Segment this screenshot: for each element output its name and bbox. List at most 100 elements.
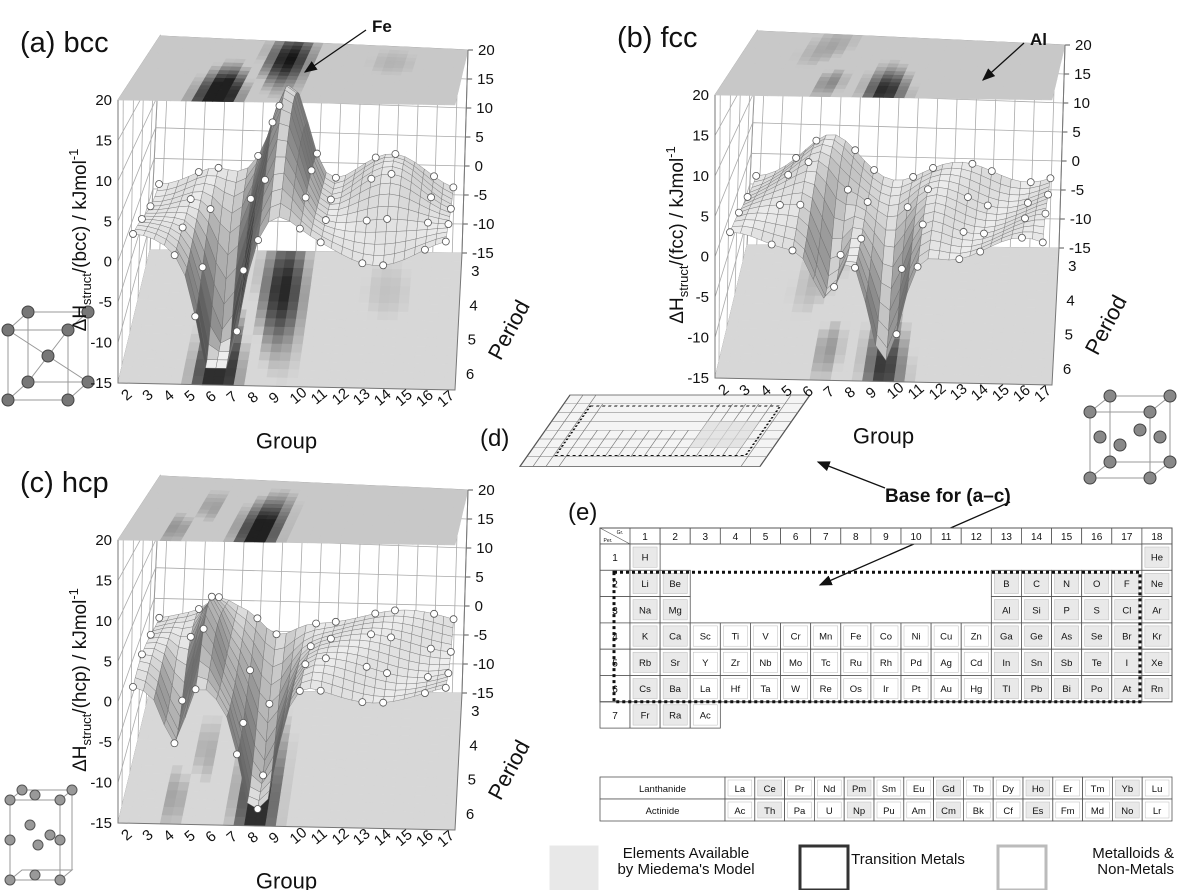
z-tick-label: -15	[90, 375, 112, 392]
floor-map	[970, 349, 981, 358]
floor-map	[905, 374, 917, 383]
floor-map	[406, 338, 417, 347]
floor-map	[358, 743, 369, 752]
group-tick-label: 17	[1031, 382, 1055, 406]
top-map	[956, 70, 968, 74]
floor-map	[822, 305, 834, 314]
element-symbol: Al	[1002, 605, 1010, 616]
floor-map	[228, 792, 240, 801]
surface	[1009, 195, 1020, 202]
floor-map	[908, 348, 920, 357]
element-symbol: He	[1151, 553, 1163, 564]
top-map	[917, 65, 929, 69]
top-map	[341, 536, 353, 540]
element-symbol: Ba	[669, 684, 681, 695]
point	[864, 198, 871, 205]
floor-map	[921, 331, 932, 340]
element-symbol: W	[791, 684, 800, 695]
surface	[1009, 187, 1020, 195]
floor-map	[775, 337, 787, 346]
floor-map	[241, 335, 253, 344]
floor-map	[406, 769, 417, 778]
top-map	[393, 505, 404, 509]
floor-map	[435, 373, 446, 382]
floor-map	[968, 273, 979, 282]
top-map	[345, 85, 357, 89]
z-tick-label: 20	[95, 532, 112, 549]
z-tick-label: 0	[475, 598, 483, 615]
floor-map	[929, 264, 940, 273]
point	[147, 203, 154, 210]
element-symbol: Es	[1032, 806, 1043, 817]
top-map	[325, 499, 337, 503]
surface	[939, 174, 950, 181]
point	[179, 224, 186, 231]
top-map	[345, 59, 356, 63]
floor-map	[440, 727, 451, 736]
floor-map	[162, 807, 174, 816]
top-map	[891, 56, 903, 60]
floor-map	[442, 253, 452, 262]
floor-map	[250, 285, 261, 294]
floor-map	[388, 303, 399, 312]
floor-map	[375, 777, 386, 786]
floor-map	[406, 329, 417, 338]
group-tick-label: 9	[266, 829, 283, 847]
floor-map	[975, 298, 986, 307]
floor-map	[1036, 299, 1047, 308]
top-map	[375, 89, 387, 93]
floor-map	[310, 802, 322, 811]
floor-map	[301, 277, 312, 286]
surface	[407, 669, 418, 677]
z-tick-label: 10	[692, 168, 709, 185]
top-map	[916, 68, 928, 72]
floor-map	[311, 793, 323, 802]
floor-map	[434, 821, 445, 830]
floor-map	[409, 744, 420, 753]
floor-map	[811, 313, 823, 322]
floor-map	[308, 302, 319, 311]
top-map	[411, 73, 422, 77]
group-header: 14	[1031, 532, 1043, 543]
floor-map	[769, 362, 781, 371]
floor-map	[387, 760, 398, 769]
floor-map	[441, 261, 451, 270]
top-map	[436, 94, 447, 98]
floor-map	[773, 295, 785, 304]
floor-map	[979, 367, 990, 376]
floor-map	[286, 750, 297, 759]
floor-map	[382, 269, 393, 278]
point	[930, 164, 937, 171]
floor-map	[313, 260, 324, 269]
floor-map	[1046, 299, 1057, 308]
floor-map	[1042, 359, 1053, 368]
floor-map	[404, 355, 415, 364]
top-map	[307, 77, 319, 81]
point	[727, 229, 734, 236]
point	[984, 202, 991, 209]
corner-label: Gr.	[617, 530, 624, 536]
top-map	[317, 517, 329, 521]
floor-map	[334, 777, 345, 786]
top-map	[332, 66, 344, 70]
group-tick-label: 10	[287, 824, 311, 848]
floor-map	[285, 251, 296, 259]
floor-map	[450, 279, 460, 288]
element-symbol: Xe	[1151, 658, 1163, 669]
point	[858, 235, 865, 242]
top-map	[371, 540, 383, 544]
element-symbol: Fr	[641, 710, 650, 721]
top-map	[1039, 65, 1050, 69]
element-symbol: Mg	[669, 605, 682, 616]
floor-map	[431, 710, 441, 719]
floor-map	[991, 350, 1002, 359]
top-map	[913, 76, 925, 80]
point	[327, 196, 334, 203]
floor-map	[1000, 367, 1011, 376]
top-map	[420, 516, 431, 520]
floor-map	[324, 336, 335, 345]
element-symbol: Bi	[1062, 684, 1070, 695]
floor-map	[151, 807, 163, 816]
floor-map	[361, 718, 372, 727]
group-tick-label: 14	[371, 386, 395, 410]
